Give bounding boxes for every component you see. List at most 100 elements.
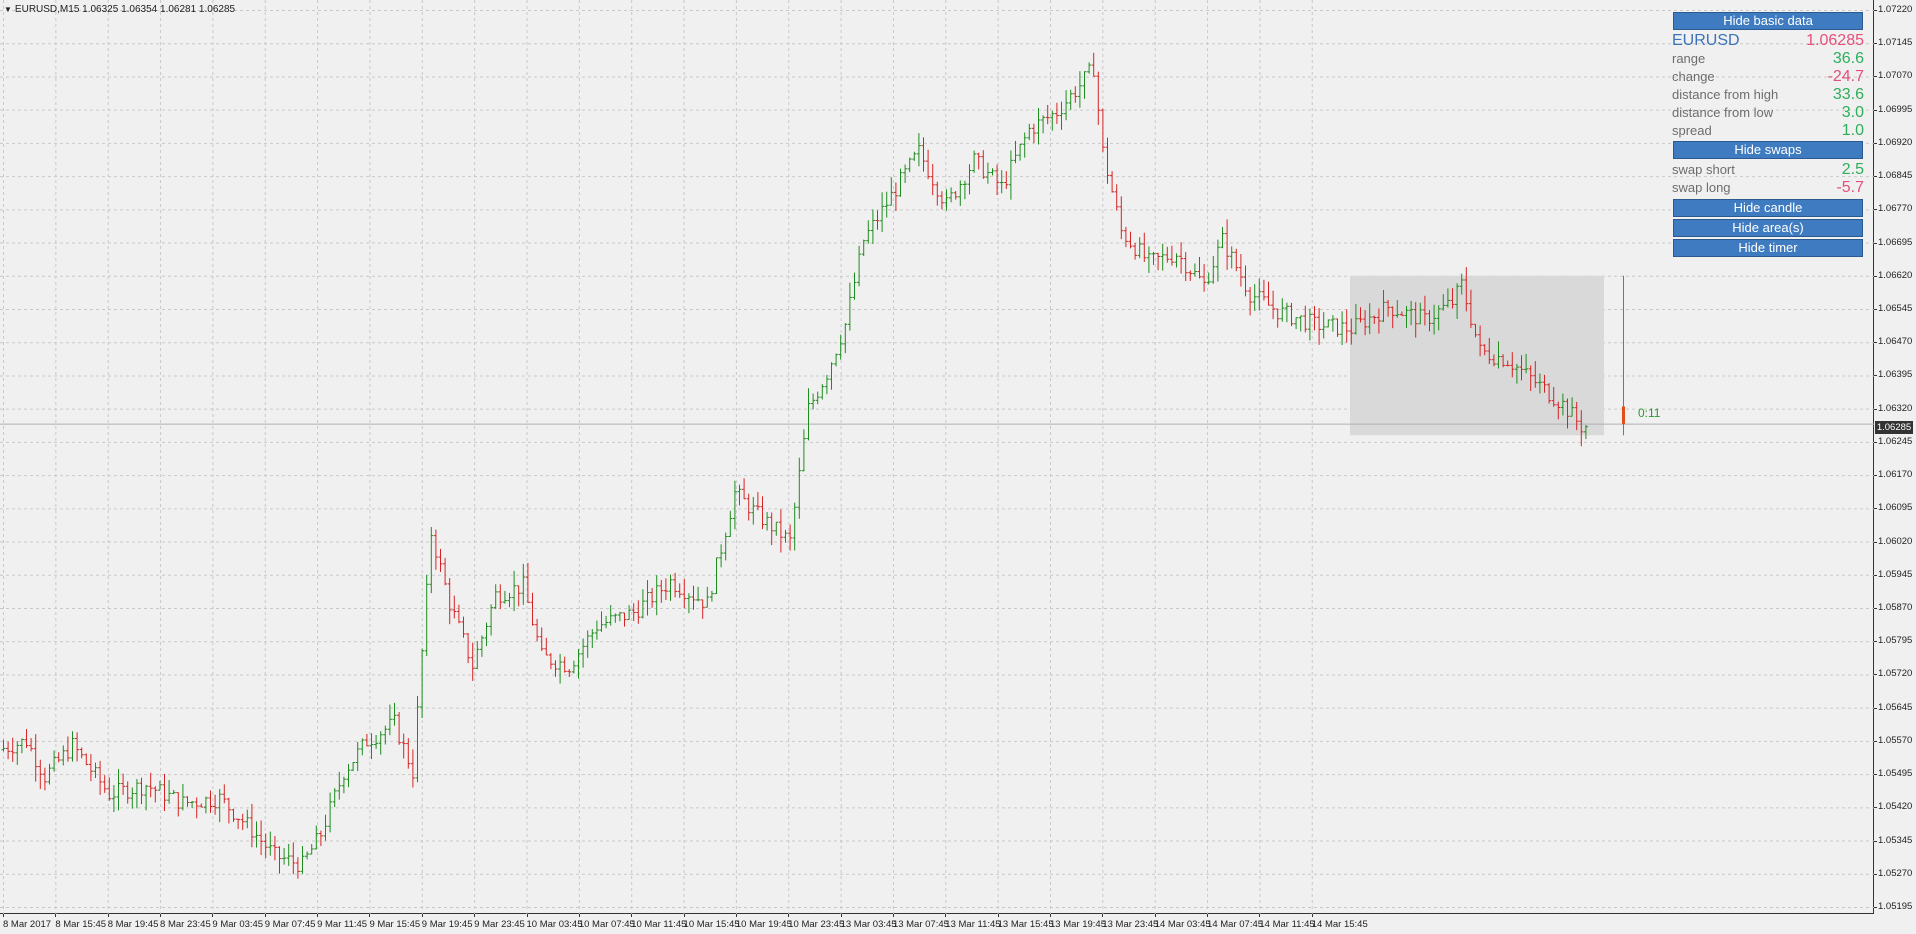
chart-area[interactable] <box>0 0 1874 914</box>
ohlc-bar <box>723 532 728 561</box>
ohlc-bar <box>1050 110 1055 131</box>
ohlc-bar <box>958 180 963 206</box>
x-tick-mark <box>631 914 633 917</box>
ohlc-bar <box>949 187 954 203</box>
hide-swaps-button[interactable]: Hide swaps <box>1673 141 1863 159</box>
y-tick-label: 1.06695 <box>1878 236 1913 248</box>
y-tick-label: 1.05495 <box>1878 768 1913 780</box>
y-tick-mark <box>1874 275 1877 277</box>
y-tick-mark <box>1874 309 1877 310</box>
ohlc-bar <box>1234 248 1239 272</box>
ohlc-bar <box>686 593 691 614</box>
ohlc-bar <box>1142 232 1147 262</box>
ohlc-bar <box>323 814 328 841</box>
x-tick-label: 8 Mar 2017 <box>3 919 52 930</box>
y-tick-label: 1.06920 <box>1878 136 1913 148</box>
ohlc-bar <box>1087 62 1092 74</box>
x-tick-mark <box>735 914 737 917</box>
ohlc-bar <box>1183 252 1188 282</box>
stat-value: -24.7 <box>1827 68 1864 85</box>
ohlc-bar <box>190 801 195 808</box>
chevron-down-icon[interactable]: ▼ <box>4 5 12 14</box>
y-tick-label: 1.07070 <box>1878 70 1913 82</box>
ohlc-bar <box>516 585 521 607</box>
x-tick-label: 14 Mar 03:45 <box>1154 919 1211 930</box>
ohlc-bar <box>636 600 641 624</box>
hide-candle-button[interactable]: Hide candle <box>1673 199 1863 217</box>
chart-title: ▼ EURUSD,M15 1.06325 1.06354 1.06281 1.06… <box>4 4 235 15</box>
ohlc-bar <box>990 168 995 176</box>
ohlc-bar <box>599 611 604 632</box>
ohlc-bar <box>217 789 222 823</box>
y-tick-mark <box>1874 807 1877 809</box>
ohlc-bar <box>571 660 576 674</box>
x-tick-mark <box>317 914 319 917</box>
x-tick-mark <box>683 914 685 917</box>
ohlc-bar <box>1275 308 1280 328</box>
ohlc-bar <box>1257 278 1262 311</box>
y-tick-label: 1.07220 <box>1878 4 1913 15</box>
y-tick-mark <box>1874 608 1877 609</box>
ohlc-bar <box>544 637 549 656</box>
x-tick-label: 14 Mar 15:45 <box>1311 919 1368 930</box>
x-tick-label: 14 Mar 07:45 <box>1207 919 1264 930</box>
x-tick-label: 9 Mar 19:45 <box>421 919 473 930</box>
stat-label: change <box>1672 69 1715 84</box>
ohlc-bar <box>939 191 944 210</box>
ohlc-bar <box>1215 239 1220 282</box>
ohlc-bar <box>1004 171 1009 189</box>
price-axis[interactable]: 1.07220 1.07145 1.07070 1.06995 1.06920 1.068… <box>1874 0 1916 934</box>
ohlc-bar <box>111 785 116 813</box>
ohlc-bar <box>1031 123 1036 143</box>
hide-timer-button[interactable]: Hide timer <box>1673 239 1863 257</box>
ohlc-bar <box>1349 318 1354 345</box>
ohlc-bar <box>351 761 356 772</box>
stat-value: 36.6 <box>1832 50 1864 67</box>
ohlc-bar <box>314 825 319 850</box>
ohlc-bar <box>1565 398 1570 429</box>
ohlc-bar <box>1271 290 1276 320</box>
ohlc-bar <box>912 151 917 161</box>
ohlc-bar <box>125 781 130 804</box>
ohlc-bar <box>466 633 471 664</box>
ohlc-bar <box>1197 256 1202 279</box>
ohlc-bar <box>1404 306 1409 328</box>
ohlc-bar <box>705 586 710 608</box>
ohlc-bar <box>29 738 34 752</box>
ohlc-bar <box>981 150 986 179</box>
time-axis[interactable]: 8 Mar 2017 8 Mar 15:45 8 Mar 19:45 8 Mar 23… <box>0 914 1874 934</box>
ohlc-bar <box>778 509 783 553</box>
hide-areas-button[interactable]: Hide area(s) <box>1673 219 1863 237</box>
x-tick-label: 9 Mar 23:45 <box>474 919 525 930</box>
ohlc-bar <box>1436 305 1441 331</box>
ohlc-bar <box>493 584 498 610</box>
ohlc-bar <box>581 638 586 668</box>
hide-basic-data-button[interactable]: Hide basic data <box>1673 12 1863 30</box>
highlight-area[interactable] <box>1350 275 1604 436</box>
ohlc-bar <box>305 851 310 860</box>
x-tick-label: 9 Mar 07:45 <box>264 919 316 930</box>
y-tick-mark <box>1874 508 1877 510</box>
ohlc-bar <box>475 641 480 670</box>
ohlc-bar <box>1 739 6 752</box>
stat-row: change -24.7 <box>1672 68 1864 86</box>
ohlc-bar <box>709 590 714 602</box>
ohlc-bar <box>801 429 806 472</box>
ohlc-bar <box>1110 171 1115 193</box>
ohlc-bar <box>1165 246 1170 263</box>
ohlc-bar <box>1266 281 1271 306</box>
price-chart[interactable] <box>0 0 1874 914</box>
ohlc-bar <box>116 769 121 811</box>
y-tick-label: 1.05870 <box>1878 602 1913 613</box>
ohlc-bar <box>61 745 66 766</box>
ohlc-bar <box>1473 323 1478 338</box>
info-panel: Hide basic data EURUSD 1.06285 range 36.6… <box>1672 12 1864 259</box>
ohlc-bar <box>1169 245 1174 266</box>
ohlc-bar <box>341 776 346 794</box>
x-tick-label: 8 Mar 15:45 <box>55 919 107 930</box>
x-tick-label: 14 Mar 11:45 <box>1259 919 1315 930</box>
ohlc-bar <box>1501 354 1506 368</box>
stat-label: range <box>1672 51 1706 66</box>
ohlc-bar <box>88 753 93 782</box>
x-tick-mark <box>526 914 528 917</box>
